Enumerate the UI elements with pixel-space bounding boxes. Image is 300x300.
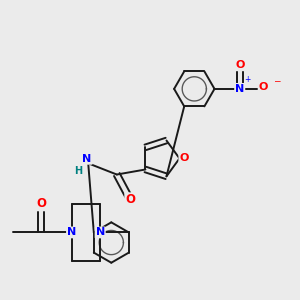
Text: H: H xyxy=(74,166,82,176)
Text: N: N xyxy=(67,227,76,237)
Text: O: O xyxy=(235,60,244,70)
Text: N: N xyxy=(235,84,244,94)
Text: O: O xyxy=(125,193,135,206)
Text: +: + xyxy=(244,75,251,84)
Text: −: − xyxy=(273,76,280,85)
Text: N: N xyxy=(96,227,105,237)
Text: N: N xyxy=(82,154,92,164)
Text: O: O xyxy=(179,153,189,164)
Text: O: O xyxy=(36,197,46,210)
Text: O: O xyxy=(259,82,268,92)
